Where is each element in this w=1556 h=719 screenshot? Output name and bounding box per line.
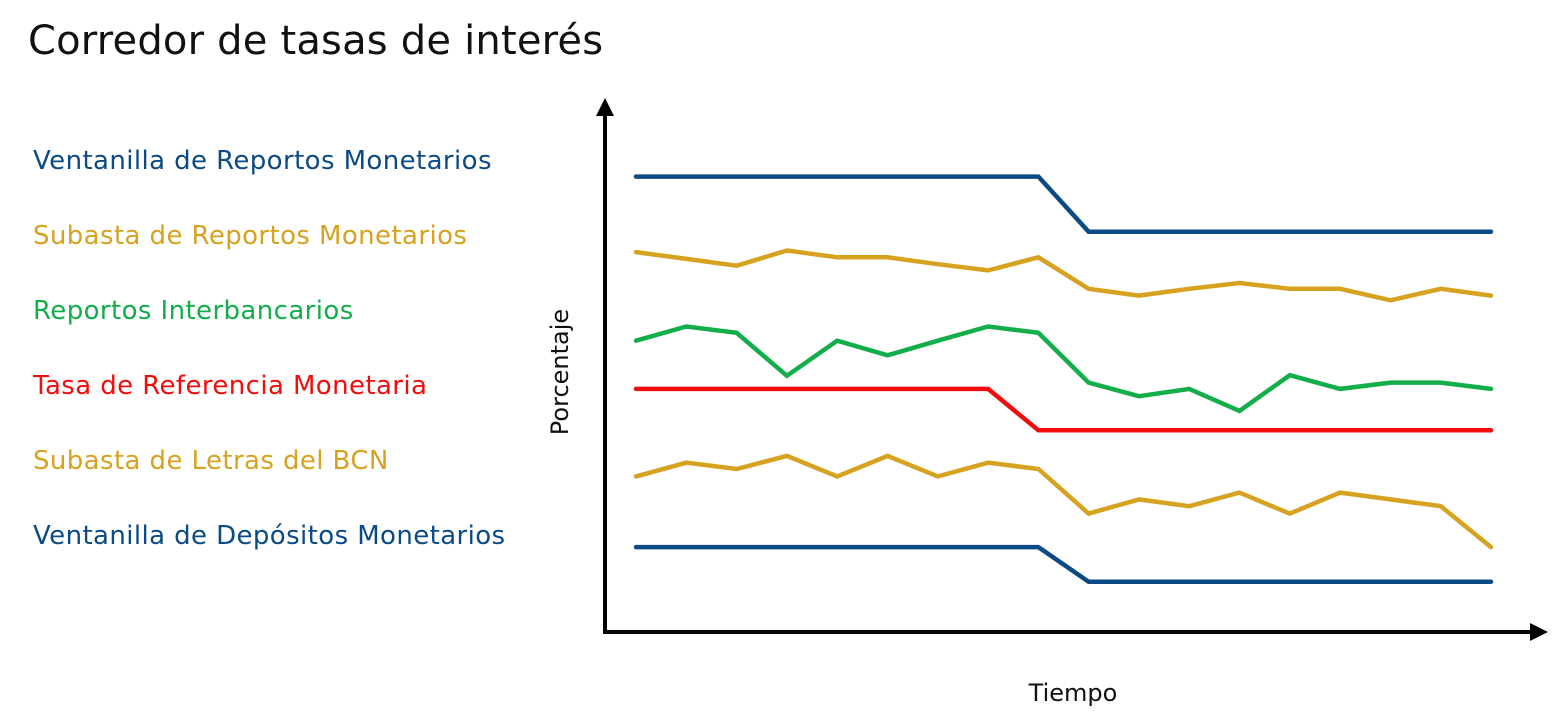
series-subasta-letras-line — [633, 453, 1494, 550]
series-ventanilla-depositos-line — [633, 544, 1494, 584]
legend-item-subasta-reportos: Subasta de Reportos Monetarios — [33, 221, 468, 251]
legend-item-reportos-interbancarios: Reportos Interbancarios — [33, 296, 354, 326]
page-title: Corredor de tasas de interés — [28, 18, 604, 64]
legend-item-ventanilla-depositos: Ventanilla de Depósitos Monetarios — [33, 521, 506, 551]
y-axis-arrow — [596, 98, 614, 116]
legend-item-ventanilla-reportos: Ventanilla de Reportos Monetarios — [33, 146, 492, 176]
y-axis-title: Porcentaje — [546, 309, 574, 435]
series-layer — [633, 174, 1494, 584]
axes — [596, 98, 1548, 641]
legend-item-tasa-referencia: Tasa de Referencia Monetaria — [33, 371, 428, 401]
series-ventanilla-reportos-line — [633, 174, 1494, 234]
series-subasta-reportos-line — [633, 248, 1494, 303]
series-tasa-referencia-line — [633, 386, 1494, 433]
x-axis-arrow — [1530, 623, 1548, 641]
x-axis-title: Tiempo — [1028, 679, 1118, 707]
series-reportos-interbancarios-line — [633, 324, 1494, 414]
legend-item-subasta-letras: Subasta de Letras del BCN — [33, 446, 389, 476]
